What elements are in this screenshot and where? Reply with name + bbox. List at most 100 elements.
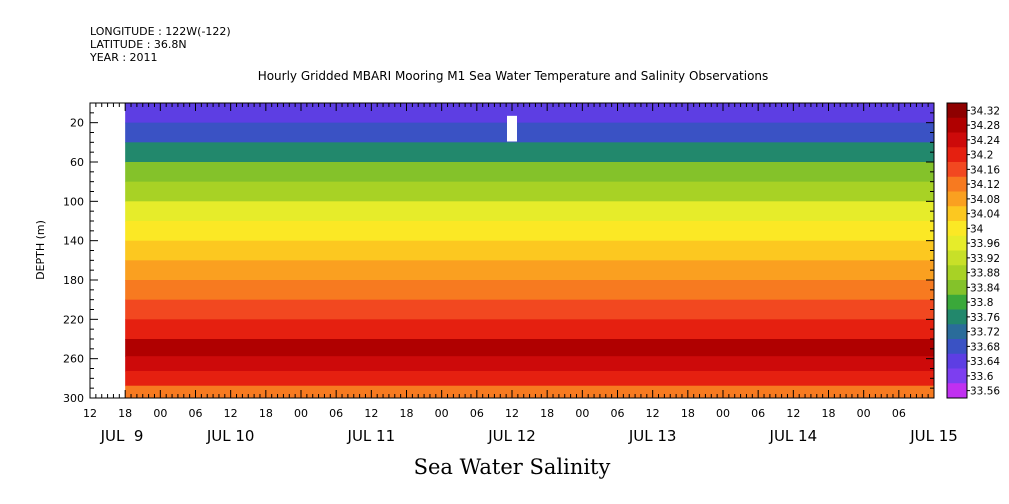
missing-data-gap [507, 115, 517, 142]
colorbar-swatch [947, 117, 967, 133]
colorbar-label: 34.04 [970, 209, 1000, 221]
y-tick-label: 180 [63, 274, 84, 287]
y-tick-label: 300 [63, 392, 84, 405]
colorbar-label: 34.12 [970, 179, 1000, 191]
x-hour-label: 06 [189, 407, 203, 420]
x-day-label: JUL 10 [206, 427, 255, 445]
colorbar-label: 33.56 [970, 386, 1000, 398]
x-hour-label: 00 [857, 407, 871, 420]
colorbar-swatch [947, 294, 967, 310]
x-axis-label: Sea Water Salinity [413, 455, 611, 479]
x-hour-label: 00 [716, 407, 730, 420]
colorbar-label: 33.72 [970, 327, 1000, 339]
x-day-label: JUL 12 [487, 427, 536, 445]
colorbar-label: 34.28 [970, 120, 1000, 132]
colorbar-swatch [947, 103, 967, 119]
colorbar-frame [946, 102, 968, 399]
x-hour-label: 18 [118, 407, 132, 420]
colorbar-label: 33.92 [970, 253, 1000, 265]
colorbar-label: 33.8 [970, 297, 993, 309]
longitude-label: LONGITUDE : 122W(-122) [90, 25, 231, 38]
heatmap-band [125, 339, 934, 357]
colorbar-swatch [947, 353, 967, 369]
colorbar-swatch [947, 206, 967, 222]
x-hour-label: 12 [364, 407, 378, 420]
x-hour-label: 00 [153, 407, 167, 420]
x-hour-label: 18 [400, 407, 414, 420]
colorbar-swatch [947, 162, 967, 178]
colorbar-swatch [947, 147, 967, 163]
chart-title: Hourly Gridded MBARI Mooring M1 Sea Wate… [257, 69, 769, 83]
heatmap-band [125, 142, 934, 163]
y-tick-label: 260 [63, 353, 84, 366]
y-axis-ticks: 20 60 100 140 180 220 260 300 [63, 112, 934, 405]
colorbar-swatch [947, 191, 967, 207]
colorbar-label: 33.76 [970, 312, 1000, 324]
x-hour-label: 12 [83, 407, 97, 420]
y-tick-label: 60 [70, 156, 84, 169]
y-tick-label: 100 [63, 195, 84, 208]
latitude-label: LATITUDE : 36.8N [90, 38, 187, 51]
colorbar-swatch [947, 221, 967, 237]
colorbar-label: 33.88 [970, 268, 1000, 280]
x-day-label: JUL 13 [628, 427, 677, 445]
x-day-label: JUL 11 [347, 427, 396, 445]
heatmap-band [125, 103, 934, 124]
y-tick-label: 220 [63, 313, 84, 326]
colorbar-swatch [947, 309, 967, 325]
colorbar-label: 34 [970, 223, 984, 235]
colorbar-label: 34.16 [970, 164, 1000, 176]
heatmap-band [125, 385, 934, 399]
missing-data-cell [507, 115, 517, 142]
colorbar-label: 33.68 [970, 341, 1000, 353]
x-hour-label: 00 [435, 407, 449, 420]
heatmap-band [125, 319, 934, 340]
heatmap-band [125, 240, 934, 261]
heatmap-band [125, 370, 934, 387]
heatmap-band [125, 122, 934, 143]
colorbar-swatch [947, 383, 967, 399]
x-hour-label: 06 [751, 407, 765, 420]
heatmap-band [125, 280, 934, 301]
x-day-label: JUL 14 [769, 427, 818, 445]
colorbar-label: 33.6 [970, 371, 994, 383]
heatmap-band [125, 221, 934, 242]
colorbar-swatch [947, 280, 967, 296]
colorbar-label: 34.08 [970, 194, 1000, 206]
x-hour-label: 06 [470, 407, 484, 420]
heatmap-bands [125, 103, 934, 399]
x-hour-label: 12 [786, 407, 800, 420]
heatmap-band [125, 162, 934, 183]
x-hour-label: 06 [611, 407, 625, 420]
y-tick-label: 140 [63, 235, 84, 248]
colorbar-label: 34.32 [970, 105, 1000, 117]
x-day-label: JUL 9 [100, 427, 144, 445]
heatmap-band [125, 260, 934, 281]
colorbar-swatch [947, 250, 967, 266]
colorbar-swatch [947, 339, 967, 355]
colorbar-swatch [947, 176, 967, 192]
x-hour-label: 00 [575, 407, 589, 420]
heatmap-band [125, 181, 934, 202]
colorbar-label: 33.64 [970, 356, 1000, 368]
x-hour-label: 06 [892, 407, 906, 420]
x-hour-label: 18 [540, 407, 554, 420]
colorbar-label: 34.24 [970, 135, 1000, 147]
colorbar-swatch [947, 324, 967, 340]
heatmap-band [125, 201, 934, 222]
colorbar-label: 33.96 [970, 238, 1000, 250]
colorbar-swatch [947, 265, 967, 281]
x-hour-label: 06 [329, 407, 343, 420]
x-hour-label: 12 [505, 407, 519, 420]
colorbar-swatch [947, 235, 967, 251]
colorbar: 34.32 34.28 34.24 34.2 34.16 34.12 34.08 34.04 3… [946, 102, 1000, 399]
colorbar-swatch [947, 368, 967, 384]
heatmap-band [125, 299, 934, 320]
y-tick-label: 20 [70, 117, 84, 130]
heatmap-band [125, 356, 934, 372]
x-hour-label: 12 [646, 407, 660, 420]
y-axis-label: DEPTH (m) [34, 220, 47, 280]
x-hour-label: 12 [224, 407, 238, 420]
x-hour-label: 18 [681, 407, 695, 420]
